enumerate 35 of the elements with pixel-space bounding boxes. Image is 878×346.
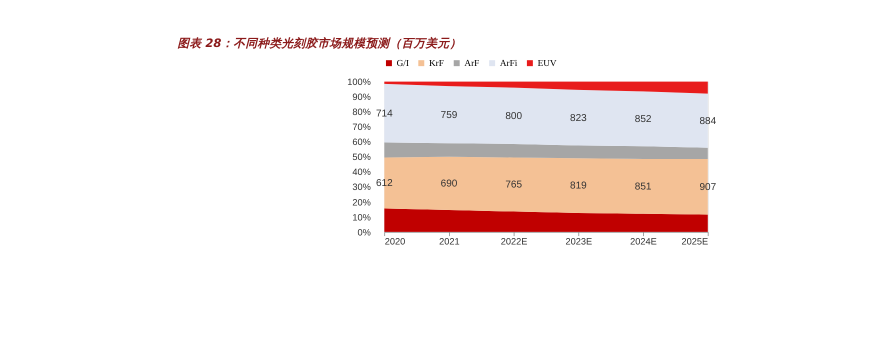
x-tick-label: 2021 — [439, 236, 460, 247]
x-tick-label: 2025E — [681, 236, 708, 247]
y-tick-label: 10% — [352, 212, 371, 222]
y-tick-label: 80% — [352, 107, 371, 118]
annotation: 884 — [699, 116, 717, 127]
legend-label: EUV — [538, 58, 557, 68]
y-tick-label: 20% — [352, 197, 371, 208]
annotation: 800 — [505, 110, 522, 122]
annotation: 690 — [440, 178, 458, 190]
annotation: 765 — [505, 180, 522, 191]
y-tick-label: 0% — [357, 227, 371, 238]
y-tick-label: 100% — [347, 77, 371, 88]
annotation: 852 — [634, 114, 652, 125]
y-tick-label: 90% — [352, 92, 371, 102]
annotation: 823 — [570, 112, 588, 124]
y-tick-label: 70% — [352, 122, 371, 132]
x-tick-label: 2022E — [500, 236, 528, 247]
x-tick-label: 2023E — [565, 236, 592, 247]
legend-label: ArF — [464, 58, 480, 68]
legend-label: ArFi — [500, 58, 518, 68]
x-tick-label: 2020 — [384, 236, 406, 247]
y-tick-label: 50% — [352, 152, 371, 162]
annotation: 907 — [699, 182, 717, 193]
legend-label: KrF — [428, 58, 444, 68]
annotation: 714 — [376, 108, 394, 120]
legend-label: G/I — [396, 58, 409, 68]
annotation: 819 — [570, 180, 588, 192]
annotation: 759 — [440, 110, 458, 121]
x-tick-label: 2024E — [630, 236, 657, 247]
annotation: 851 — [634, 181, 652, 192]
chart-title: 图表 28：不同种类光刻胶市场规模预测（百万美元） — [177, 36, 462, 50]
y-tick-label: 30% — [352, 182, 371, 192]
y-tick-label: 40% — [352, 167, 371, 178]
annotation: 612 — [376, 178, 394, 190]
y-tick-label: 60% — [352, 137, 371, 148]
